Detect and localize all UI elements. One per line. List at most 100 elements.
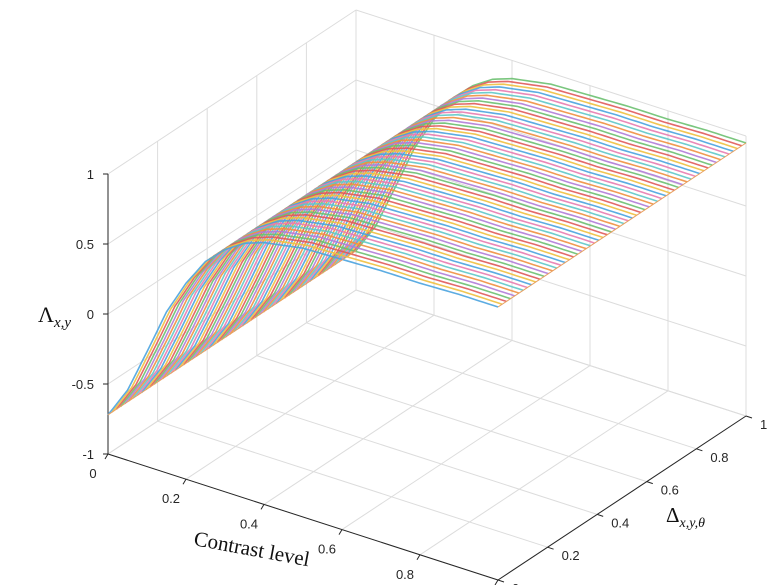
surface-line — [199, 180, 591, 355]
x-tick-mark — [182, 478, 187, 485]
surface-line — [212, 172, 604, 346]
surface-line — [334, 91, 726, 266]
surface-line — [204, 177, 595, 352]
y-tick-mark — [696, 448, 703, 452]
surface-line — [313, 105, 705, 280]
x-tick-mark — [104, 453, 109, 460]
surface-line — [208, 175, 600, 349]
y-tick-label: 0 — [512, 581, 519, 585]
tick-labels: 00.20.40.60.8100.20.40.60.81-1-0.500.51 — [72, 167, 768, 585]
surface-line — [237, 155, 629, 330]
wall-grid-line — [355, 289, 747, 417]
floor-grid-line — [419, 390, 669, 556]
surface-line — [220, 166, 612, 341]
x-tick-mark — [260, 504, 265, 510]
x-tick-label: 0 — [89, 466, 96, 481]
surface-line — [246, 150, 637, 324]
x-tick-label: 0.4 — [240, 516, 258, 531]
surface-line — [157, 208, 549, 382]
y-axis-label: Δx,y,θ — [666, 503, 705, 531]
surface-line — [258, 141, 650, 316]
surface-line — [166, 202, 558, 377]
y-tick-mark — [547, 546, 554, 550]
surface-line — [233, 158, 625, 332]
floor-grid-line — [185, 314, 435, 480]
surface-edge — [107, 250, 357, 416]
surface-line — [170, 200, 562, 374]
y-tick-mark — [646, 481, 653, 485]
axis-grid — [103, 9, 753, 585]
surface-line — [153, 211, 545, 385]
x-tick-mark — [494, 579, 499, 585]
surface-line — [330, 94, 722, 269]
surface-line — [187, 188, 579, 363]
wall-grid-line — [107, 149, 357, 315]
floor-grid-line — [306, 322, 697, 450]
surface-line — [292, 119, 684, 294]
wall-grid-line — [107, 289, 357, 455]
wall-grid-line — [107, 79, 357, 245]
wall-grid-line — [355, 219, 747, 347]
surface-line — [275, 130, 667, 305]
wall-grid-line — [355, 79, 747, 207]
surface-line — [128, 227, 520, 402]
floor-grid-line — [207, 387, 598, 515]
z-tick-label: 1 — [87, 167, 94, 182]
surface-line — [119, 233, 511, 407]
surface-line — [304, 111, 696, 285]
surface-line — [132, 225, 524, 399]
x-tick-label: 0.6 — [318, 542, 336, 557]
surface-line — [145, 216, 537, 391]
surface-line — [351, 80, 743, 255]
surface-line — [271, 133, 663, 307]
floor-grid-line — [157, 420, 548, 548]
y-tick-mark — [745, 415, 753, 419]
surface-line — [136, 222, 528, 396]
surface-line — [279, 127, 671, 302]
floor-grid-line — [341, 365, 591, 531]
z-axis-label: Λx,y — [38, 302, 71, 331]
surface-line — [149, 213, 541, 388]
z-tick-label: 0 — [87, 307, 94, 322]
surface-line — [124, 230, 516, 405]
y-tick-label: 0.2 — [562, 548, 580, 563]
surface-line — [309, 108, 701, 282]
surface-line — [225, 163, 616, 338]
floor-grid-line — [263, 339, 513, 505]
surface-edge — [497, 142, 747, 308]
surface-line — [250, 147, 642, 321]
surface-line — [317, 102, 709, 277]
y-axis-line — [497, 415, 747, 581]
y-tick-label: 0.4 — [611, 515, 629, 530]
wall-grid-line — [107, 9, 357, 175]
surface-line — [355, 77, 747, 252]
x-tick-mark — [338, 529, 343, 535]
z-tick-label: -0.5 — [72, 377, 94, 392]
surface-line — [140, 219, 532, 394]
surface-line — [174, 197, 566, 371]
z-tick-label: 0.5 — [76, 237, 94, 252]
x-axis-label: Contrast level — [192, 526, 312, 571]
surface-mesh — [107, 77, 747, 416]
surface-line — [195, 183, 587, 357]
surface-line — [241, 152, 633, 327]
surface-line — [183, 191, 574, 366]
surface-line — [342, 86, 734, 260]
surface-line — [346, 83, 738, 257]
x-axis-line — [107, 453, 499, 581]
surface-line — [191, 186, 583, 360]
y-tick-mark — [497, 579, 505, 583]
surface-line — [325, 97, 717, 271]
surface-line — [229, 161, 621, 335]
surface-line — [267, 136, 658, 310]
x-tick-label: 0.8 — [396, 567, 414, 582]
surface-line — [254, 144, 646, 319]
wall-grid-line — [355, 9, 747, 137]
x-tick-mark — [416, 554, 421, 561]
floor-grid-line — [256, 355, 647, 483]
y-tick-mark — [597, 513, 604, 517]
surface-line — [338, 88, 730, 263]
y-tick-label: 0.8 — [710, 450, 728, 465]
surface-line — [300, 113, 692, 288]
